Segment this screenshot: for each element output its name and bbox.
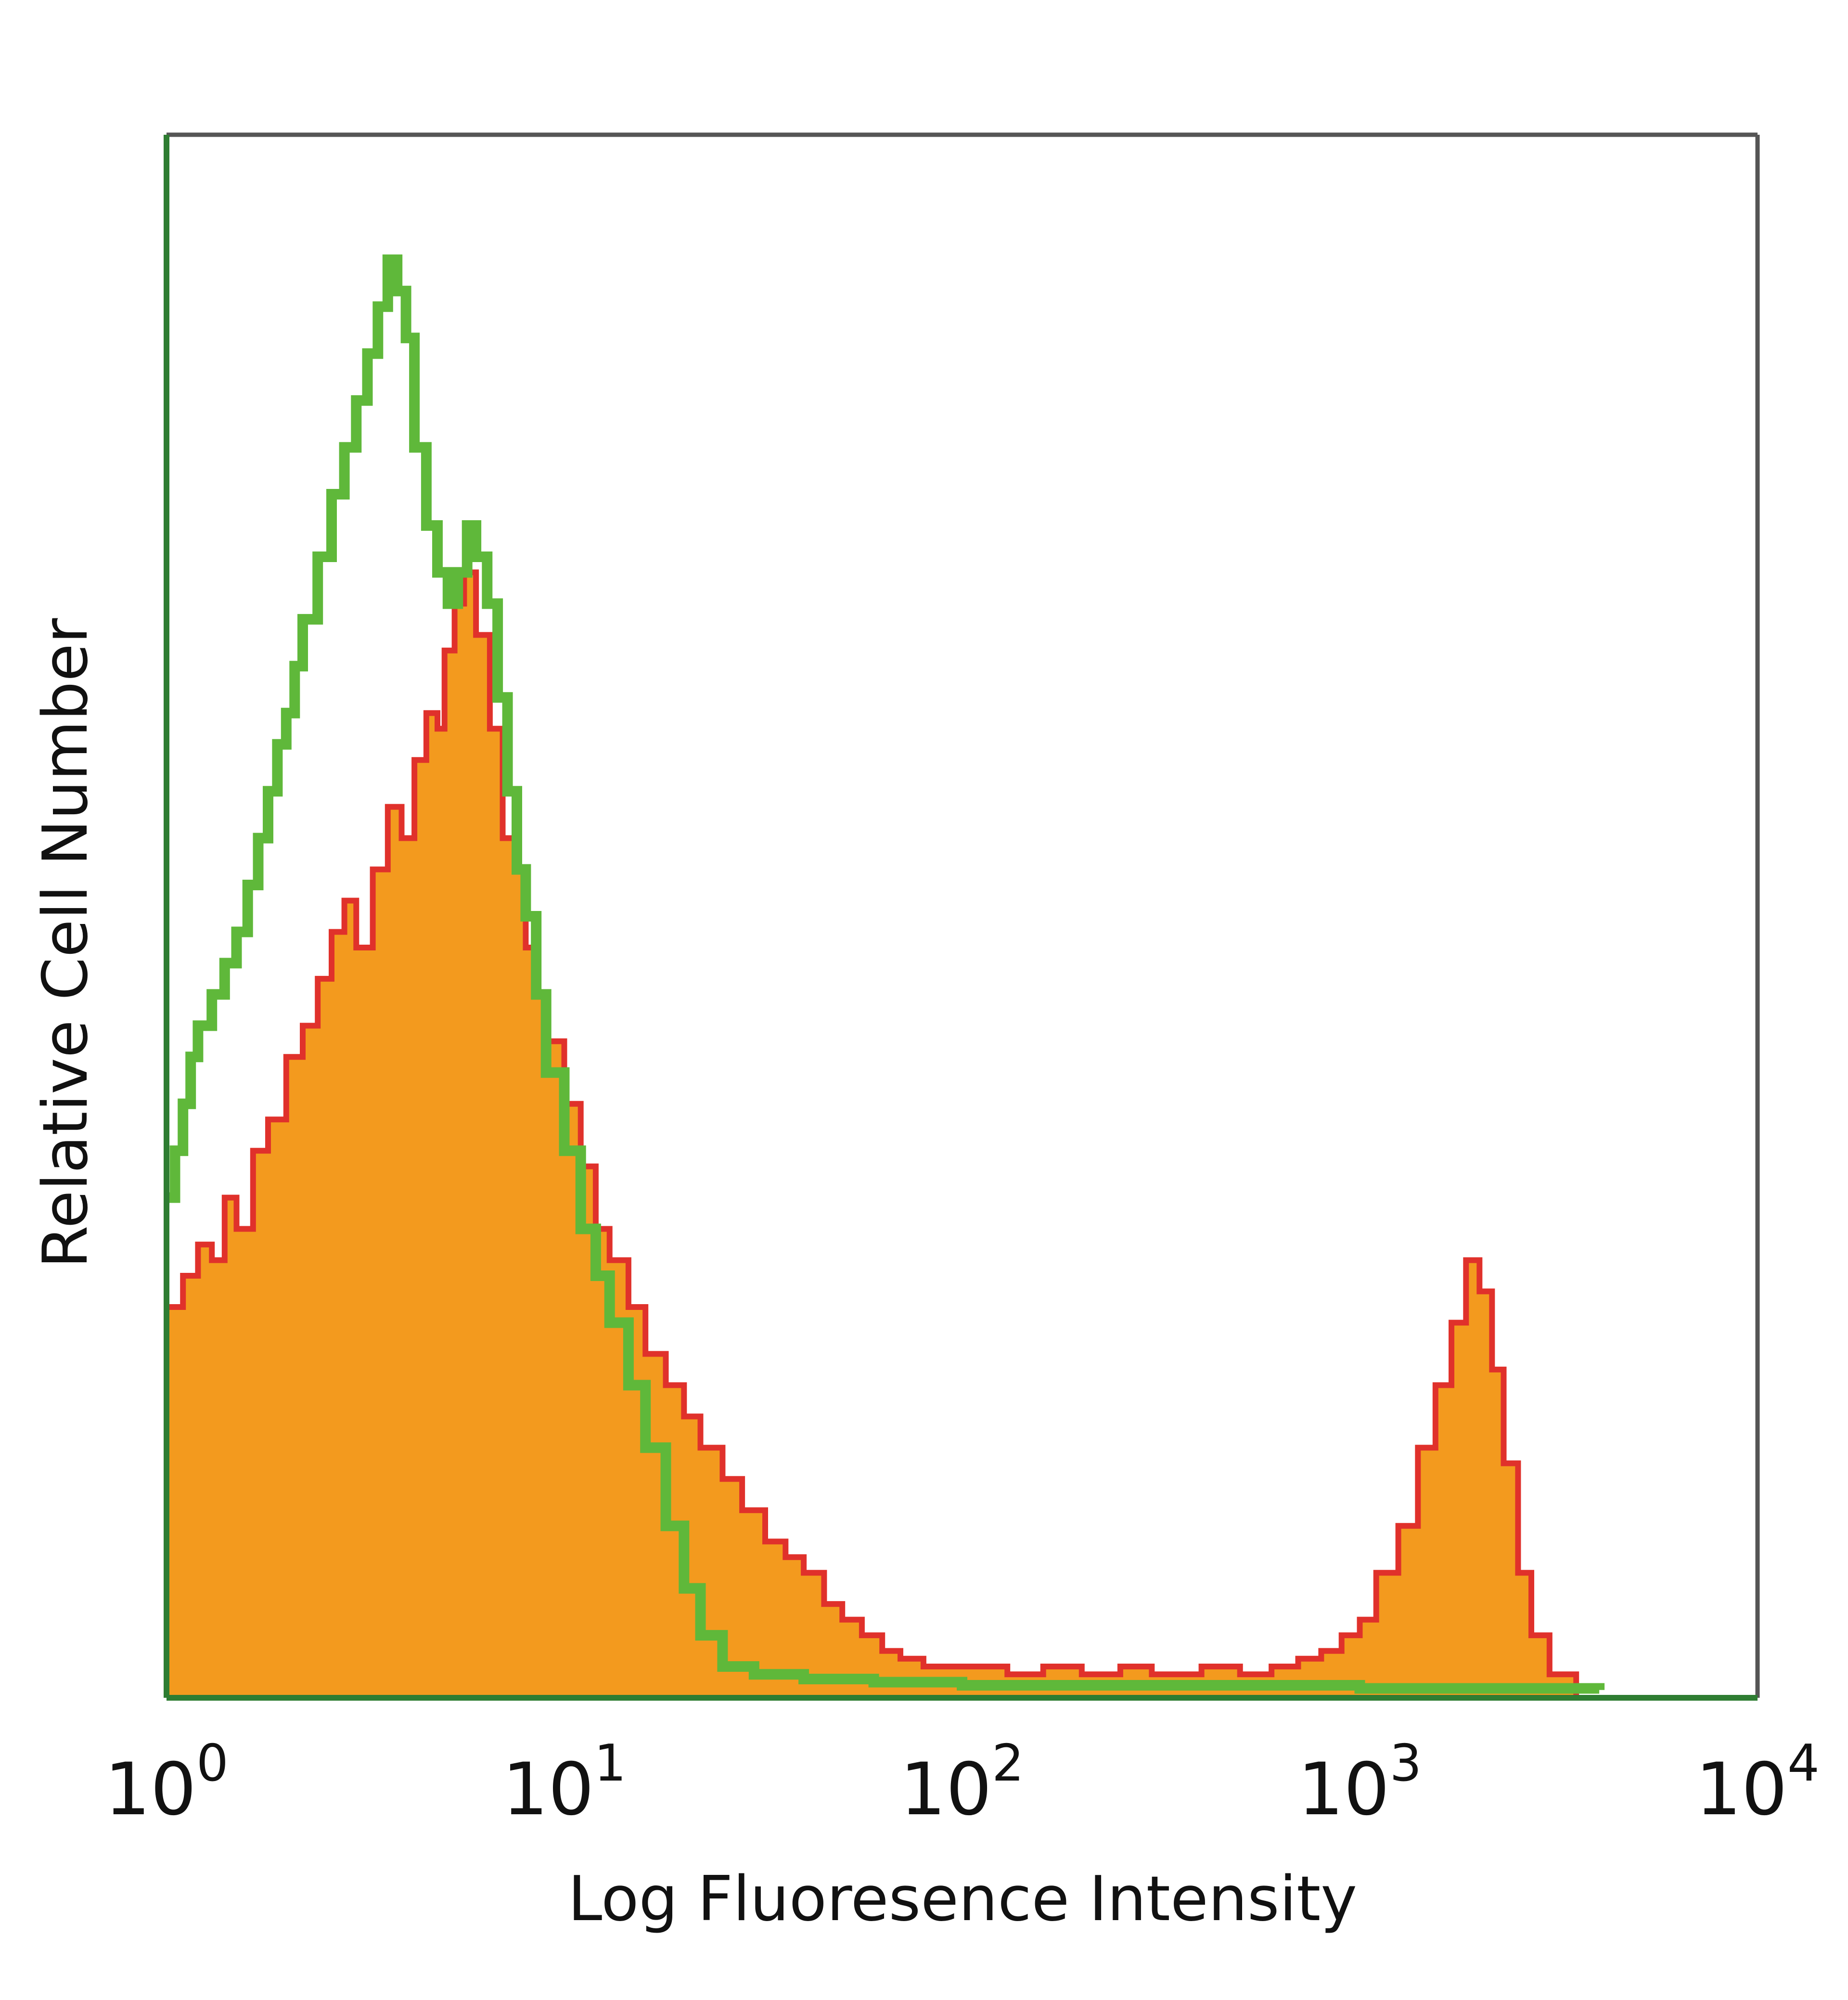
- series-1-line: [167, 254, 1605, 1694]
- series-0-fill: [167, 572, 1577, 1698]
- x-tick-label-3: 103: [1298, 1734, 1422, 1832]
- x-tick-label-1: 101: [502, 1734, 627, 1832]
- x-tick-label-0: 100: [104, 1734, 229, 1832]
- x-tick-label-4: 104: [1695, 1734, 1820, 1832]
- y-axis-title: Relative Cell Number: [30, 618, 102, 1268]
- x-axis-ticks: 100 101 102 103 104: [104, 1734, 1820, 1832]
- plot-area: [167, 254, 1605, 1698]
- series-0-edge: [167, 569, 1579, 1698]
- x-tick-label-2: 102: [900, 1734, 1024, 1832]
- x-axis-title: Log Fluoresence Intensity: [568, 1863, 1357, 1935]
